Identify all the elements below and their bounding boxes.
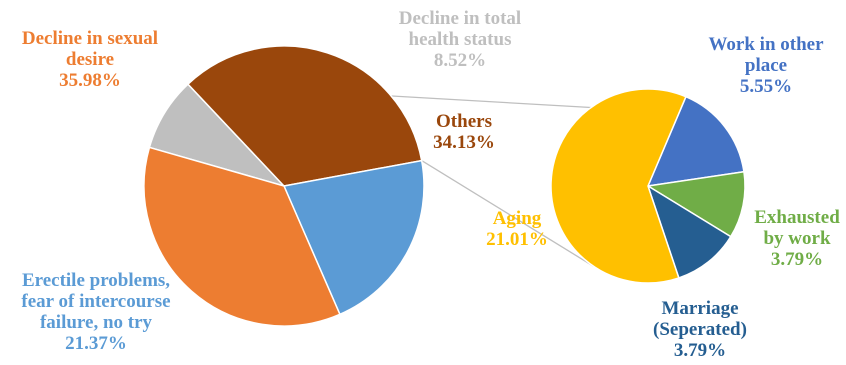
category-label: Decline in sexual <box>22 28 158 49</box>
main-label-erectile: Erectile problems, fear of intercourse fai… <box>21 270 170 354</box>
category-label: Decline in total <box>399 8 521 29</box>
secondary-pie <box>550 88 746 284</box>
secondary-label-exhausted: Exhausted by work 3.79% <box>754 207 840 270</box>
category-label: health status <box>409 29 512 50</box>
connector-bottom <box>421 160 595 267</box>
category-label: place <box>745 55 787 76</box>
main-label-health: Decline in total health status 8.52% <box>399 8 521 71</box>
secondary-label-aging: Aging 21.01% <box>486 208 548 250</box>
category-label: Work in other <box>708 34 824 55</box>
category-label: fear of intercourse <box>21 291 170 312</box>
secondary-slice-aging <box>550 88 687 284</box>
value-label: 21.37% <box>65 333 127 354</box>
value-label: 3.79% <box>771 249 823 270</box>
main-slice-others <box>186 45 423 187</box>
category-label: failure, no try <box>40 312 153 333</box>
secondary-slice-marriage <box>646 184 732 279</box>
value-label: 8.52% <box>434 50 486 71</box>
value-label: 35.98% <box>59 70 121 91</box>
category-label: Marriage <box>661 298 738 319</box>
category-label: Exhausted <box>754 207 840 228</box>
value-label: 3.79% <box>674 340 726 361</box>
category-label: Erectile problems, <box>22 270 170 291</box>
category-label: desire <box>66 49 114 70</box>
category-label: Others <box>436 111 492 132</box>
value-label: 5.55% <box>740 76 792 97</box>
category-label: (Seperated) <box>653 319 747 340</box>
value-label: 34.13% <box>433 132 495 153</box>
secondary-label-work: Work in other place 5.55% <box>708 34 824 97</box>
main-slice-erectile <box>282 159 425 316</box>
main-pie <box>143 45 425 327</box>
main-label-desire: Decline in sexual desire 35.98% <box>22 28 158 91</box>
secondary-slice-work <box>646 95 745 187</box>
secondary-slice-exhausted <box>645 170 746 238</box>
category-label: by work <box>763 228 830 249</box>
category-label: Aging <box>493 208 542 229</box>
value-label: 21.01% <box>486 229 548 250</box>
secondary-label-marriage: Marriage (Seperated) 3.79% <box>653 298 747 361</box>
data-labels: Decline in total health status 8.52% Others… <box>21 8 840 361</box>
main-slice-desire <box>143 146 341 327</box>
main-label-others: Others 34.13% <box>433 111 495 153</box>
